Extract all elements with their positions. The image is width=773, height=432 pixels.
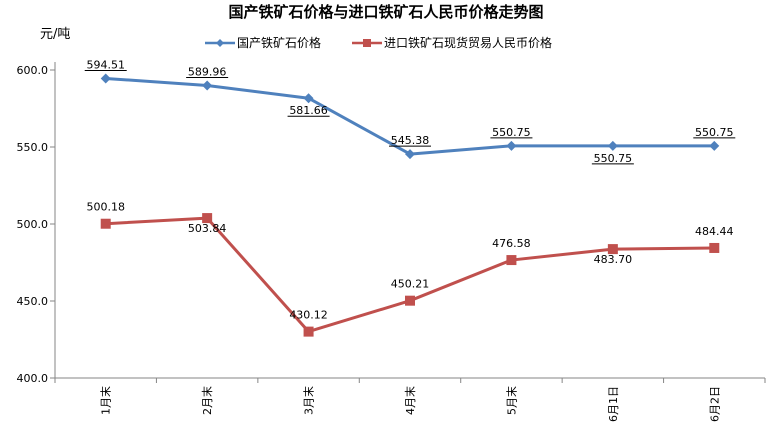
data-label: 483.70	[594, 253, 633, 266]
x-tick-label: 1月末	[99, 386, 113, 415]
legend: 国产铁矿石价格 进口铁矿石现货贸易人民币价格	[205, 35, 552, 50]
data-point	[405, 295, 415, 306]
data-label: 589.96	[188, 65, 227, 78]
series-layer: 594.51 589.96 581.66 545.38 550.75 550.75 550.…	[84, 58, 736, 337]
x-tick-label: 5月末	[504, 386, 518, 415]
data-point	[709, 140, 720, 151]
legend-marker	[363, 39, 371, 47]
legend-item: 进口铁矿石现货贸易人民币价格	[352, 35, 552, 50]
x-tick-label: 6月1日	[607, 386, 620, 422]
series-2: 500.18 503.84 430.12 450.21 476.58 483.70 484.…	[86, 201, 734, 337]
data-point	[202, 213, 213, 224]
data-point	[303, 326, 314, 337]
legend-item: 国产铁矿石价格	[205, 35, 321, 50]
chart-title: 国产铁矿石价格与进口铁矿石人民币价格走势图	[228, 3, 543, 21]
y-tick-label: 600.0	[17, 64, 49, 77]
y-tick-label: 400.0	[17, 372, 49, 385]
y-tick-label: 550.0	[17, 141, 49, 154]
data-point	[709, 242, 720, 253]
data-point	[100, 73, 111, 84]
data-label: 550.75	[492, 126, 531, 139]
data-label: 594.51	[86, 58, 125, 71]
x-tick-label: 6月2日	[708, 386, 721, 422]
data-point	[202, 80, 213, 91]
data-label: 450.21	[391, 278, 430, 291]
legend-label: 国产铁矿石价格	[237, 35, 321, 50]
series-1: 594.51 589.96 581.66 545.38 550.75 550.75 550.…	[84, 58, 736, 165]
x-tick-label: 2月末	[200, 386, 214, 415]
x-tick-label: 3月末	[302, 386, 316, 415]
legend-marker	[216, 39, 224, 47]
data-label: 476.58	[492, 237, 531, 250]
x-tick-label: 4月末	[403, 386, 417, 415]
axes: 400.0 450.0 500.0 550.0 600.0 1月末 2月末 3月末 4月末 5月末…	[17, 62, 766, 422]
data-label: 550.75	[594, 152, 633, 165]
data-point	[100, 218, 111, 229]
legend-label: 进口铁矿石现货贸易人民币价格	[384, 35, 552, 50]
data-label: 545.38	[391, 134, 430, 147]
y-tick-label: 450.0	[17, 295, 49, 308]
data-point	[506, 255, 517, 266]
data-label: 581.66	[289, 104, 328, 117]
data-point	[607, 140, 618, 151]
data-label: 503.84	[188, 222, 227, 235]
y-axis-unit: 元/吨	[40, 27, 70, 42]
data-point	[405, 149, 415, 160]
data-label: 484.44	[695, 225, 734, 238]
data-label: 550.75	[695, 126, 734, 139]
y-tick-label: 500.0	[17, 218, 49, 231]
data-point	[506, 140, 517, 151]
data-point	[607, 244, 618, 255]
data-label: 430.12	[289, 309, 328, 322]
series-line	[105, 216, 715, 334]
data-label: 500.18	[86, 201, 125, 214]
data-point	[303, 93, 314, 104]
